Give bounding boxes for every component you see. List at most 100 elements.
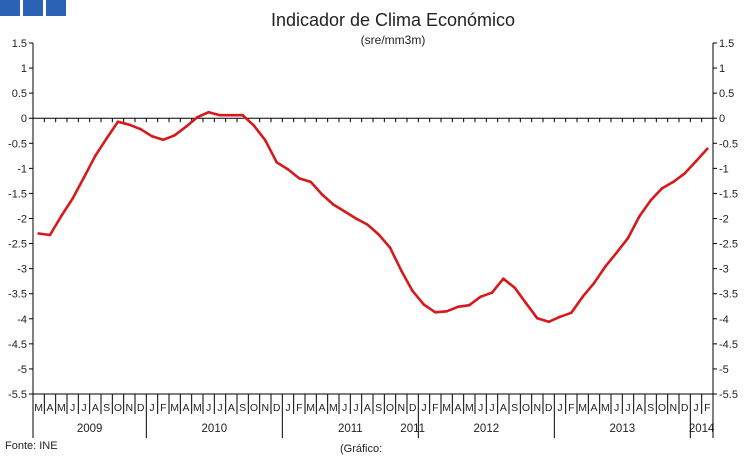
x-month-label: M: [34, 402, 43, 414]
x-month-label: J: [625, 402, 630, 414]
x-month-label: F: [160, 402, 166, 414]
series-point: [400, 269, 403, 272]
y-tick-label-right: -5: [719, 364, 729, 376]
series-point: [581, 295, 584, 299]
x-year-label: 2009: [77, 423, 103, 435]
x-month-label: O: [386, 402, 394, 414]
series-point: [513, 286, 516, 290]
series-point: [490, 291, 494, 295]
x-month-label: J: [614, 402, 619, 414]
x-month-label: N: [262, 402, 270, 414]
y-axis-right-ticks: 1.5 1 0.5 0 -0.5 -1 -1.5 -2 -2.5 -3 -3.5 -4 -4.5 -5 -5…: [713, 38, 738, 401]
series-point: [502, 277, 505, 281]
x-month-label: N: [398, 402, 406, 414]
x-month-label: A: [92, 402, 99, 414]
series-point: [139, 127, 142, 131]
x-month-label: J: [478, 402, 483, 414]
series-point: [706, 147, 709, 151]
x-year-label: 2011: [338, 423, 363, 435]
x-month-label: N: [670, 402, 678, 414]
y-tick-label-left: 1: [21, 63, 27, 75]
x-month-label: M: [57, 402, 66, 414]
series-point: [592, 281, 596, 285]
series-point: [411, 289, 415, 293]
x-month-label: S: [511, 402, 518, 414]
y-tick-label-left: 0.5: [12, 88, 27, 100]
series-point: [298, 177, 301, 180]
series-point: [71, 197, 74, 200]
series-point: [536, 317, 539, 320]
x-month-label: N: [126, 402, 134, 414]
series-point: [116, 120, 120, 123]
x-month-label: J: [489, 402, 494, 414]
y-tick-label-right: -4: [719, 314, 729, 326]
series-point: [524, 301, 528, 305]
y-tick-label-right: -2: [719, 214, 729, 226]
x-month-label: A: [636, 402, 643, 414]
x-month-label: M: [465, 402, 474, 414]
x-month-label: J: [81, 402, 86, 414]
x-month-label: F: [296, 402, 302, 414]
x-year-label: 2013: [610, 423, 636, 435]
y-axis-left-ticks: 1.5 1 0.5 0 -0.5 -1 -1.5 -2 -2.5 -3 -3.5 -4 -4.5 -5 -5…: [8, 38, 33, 401]
series-point: [422, 303, 426, 307]
y-tick-label-right: -4.5: [719, 339, 738, 351]
x-month-label: D: [681, 402, 689, 414]
x-month-label: S: [103, 402, 110, 414]
y-tick-label-right: 1: [719, 63, 725, 75]
x-month-label: D: [137, 402, 145, 414]
series-point: [309, 180, 313, 184]
series-point: [82, 176, 86, 179]
series-point: [320, 193, 324, 196]
x-month-label: J: [206, 402, 211, 414]
x-month-label: M: [442, 402, 451, 414]
series-point: [128, 123, 131, 126]
y-tick-label-right: 0: [719, 113, 725, 125]
series-point: [570, 311, 573, 315]
x-month-label: J: [421, 402, 426, 414]
axes: [32, 43, 714, 395]
x-month-label: J: [353, 402, 358, 414]
y-tick-label-right: -1.5: [719, 188, 738, 200]
x-month-label: J: [342, 402, 347, 414]
series-point: [615, 251, 618, 254]
x-month-label: O: [522, 402, 530, 414]
series-point: [184, 125, 188, 128]
x-month-label: N: [534, 402, 542, 414]
y-tick-label-left: -0.5: [8, 138, 27, 150]
y-tick-label-left: -1.5: [8, 188, 27, 200]
x-month-label: O: [658, 402, 666, 414]
series-point: [354, 217, 358, 220]
x-month-label: A: [500, 402, 507, 414]
x-year-label: 2012: [474, 423, 500, 435]
series-point: [332, 203, 335, 206]
series-point: [343, 210, 347, 213]
series-point: [672, 180, 675, 184]
y-tick-label-left: -2: [17, 214, 27, 226]
y-tick-label-right: -1: [719, 163, 729, 175]
y-tick-label-left: -5.5: [8, 389, 27, 401]
x-month-label: D: [273, 402, 281, 414]
x-month-label: J: [149, 402, 154, 414]
x-month-label: O: [250, 402, 258, 414]
x-month-label: S: [647, 402, 654, 414]
x-month-label: J: [70, 402, 75, 414]
series-point: [388, 246, 392, 249]
x-month-label: J: [693, 402, 698, 414]
x-month-label: A: [364, 402, 371, 414]
x-month-label: M: [306, 402, 315, 414]
x-axis-year-labels: 2009 2010 2011 2011 2012 2013 2014: [32, 414, 715, 438]
x-month-label: M: [329, 402, 338, 414]
series-point: [660, 187, 664, 190]
series-point: [173, 134, 176, 137]
x-month-label: A: [454, 402, 461, 414]
series-point: [275, 161, 279, 164]
x-month-label: D: [409, 402, 417, 414]
y-tick-label-right: -2.5: [719, 239, 738, 251]
x-month-label: S: [375, 402, 382, 414]
series-point: [286, 168, 290, 171]
x-month-label: A: [590, 402, 597, 414]
series-point: [162, 138, 165, 142]
series-point: [694, 160, 698, 163]
